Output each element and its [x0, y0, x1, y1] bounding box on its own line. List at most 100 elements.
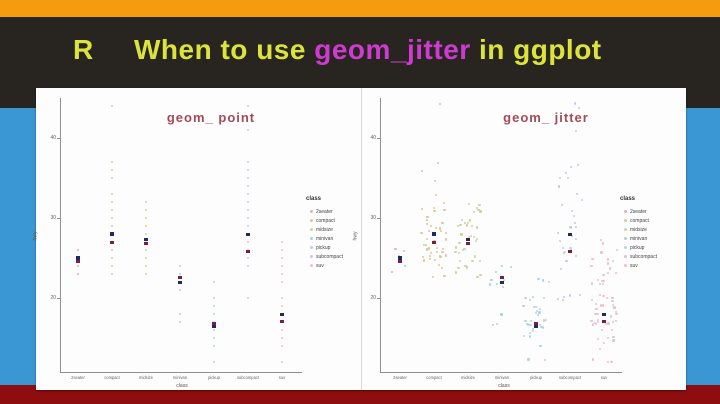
legend-key-icon — [310, 210, 313, 214]
data-point — [247, 225, 250, 228]
legend-item-midsize: midsize — [624, 227, 647, 233]
data-point — [601, 304, 604, 307]
y-tick-40: 40 — [50, 135, 56, 141]
data-point — [77, 273, 80, 276]
x-tick-compact: compact — [104, 375, 120, 381]
data-point — [423, 259, 426, 262]
data-point — [454, 271, 457, 274]
y-axis-line — [60, 98, 61, 372]
data-point — [247, 169, 250, 172]
data-point — [595, 307, 598, 311]
data-point — [457, 251, 460, 254]
data-point — [528, 299, 531, 302]
data-point — [562, 246, 565, 249]
median-point-maroon — [246, 249, 250, 254]
median-point-navy — [212, 325, 216, 329]
data-point — [433, 209, 436, 212]
median-point-maroon — [466, 241, 470, 246]
legend-key-icon — [624, 264, 627, 268]
data-point — [464, 264, 467, 267]
data-point — [535, 310, 538, 313]
data-point — [564, 251, 567, 254]
data-point — [425, 243, 428, 246]
data-point — [561, 298, 565, 302]
data-point — [557, 185, 561, 188]
data-point — [610, 296, 614, 299]
data-point — [612, 296, 615, 299]
data-point — [281, 337, 284, 340]
data-point — [111, 161, 114, 164]
data-point — [468, 219, 471, 222]
data-point — [613, 306, 616, 309]
data-point — [281, 297, 284, 300]
x-axis-label: class — [176, 383, 188, 389]
data-point — [599, 282, 602, 286]
data-point — [606, 337, 609, 340]
plot-title-geom-jitter: geom_ jitter — [503, 110, 589, 125]
data-point — [426, 223, 429, 226]
data-point — [455, 251, 458, 254]
data-point — [281, 265, 284, 268]
data-point — [591, 257, 594, 260]
data-point — [213, 305, 216, 308]
data-point — [441, 222, 444, 225]
data-point — [539, 344, 542, 347]
data-point — [111, 177, 114, 180]
data-point — [179, 313, 182, 316]
data-point — [445, 238, 448, 241]
data-point — [573, 222, 577, 225]
data-point — [433, 258, 436, 261]
data-point — [569, 226, 572, 229]
data-point — [590, 265, 593, 268]
data-point — [247, 185, 250, 188]
data-point — [467, 235, 470, 238]
data-point — [532, 305, 536, 308]
data-point — [213, 297, 216, 300]
y-tick-mark — [57, 298, 60, 299]
data-point — [281, 257, 284, 260]
data-point — [394, 248, 397, 251]
data-point — [247, 201, 250, 204]
data-point — [590, 282, 593, 285]
data-point — [421, 208, 424, 211]
data-point — [247, 105, 250, 108]
data-point — [524, 296, 527, 300]
data-point — [179, 321, 182, 324]
data-point — [442, 202, 445, 205]
data-point — [556, 298, 559, 301]
data-point — [435, 226, 438, 230]
data-point — [503, 278, 506, 282]
data-point — [612, 339, 615, 342]
data-point — [531, 295, 534, 298]
median-point-maroon — [76, 259, 80, 263]
data-point — [465, 266, 469, 269]
data-point — [145, 233, 148, 236]
data-point — [247, 129, 250, 132]
data-point — [608, 267, 612, 270]
x-tick-pickup: pickup — [208, 375, 220, 381]
data-point — [615, 249, 619, 252]
median-point-maroon — [280, 319, 284, 323]
y-tick-20: 20 — [50, 295, 56, 301]
data-point — [500, 313, 503, 316]
legend-key-icon — [624, 255, 627, 259]
data-point — [575, 192, 579, 195]
data-point — [599, 238, 602, 241]
x-tick-midsize: midsize — [139, 375, 153, 381]
data-point — [111, 257, 114, 260]
data-point — [179, 265, 182, 268]
y-axis-label: hwy — [32, 231, 39, 241]
data-point — [475, 238, 478, 241]
data-point — [610, 315, 613, 318]
data-point — [431, 275, 434, 279]
data-point — [281, 329, 284, 332]
legend-item-2seater: 2seater — [624, 209, 647, 215]
data-point — [561, 203, 564, 206]
data-point — [575, 254, 578, 257]
legend-item-2seater: 2seater — [310, 209, 333, 215]
x-tick-2seater: 2seater — [393, 375, 407, 381]
data-point — [602, 282, 605, 285]
y-tick-mark — [377, 298, 380, 299]
data-point — [402, 250, 405, 253]
data-point — [593, 312, 597, 316]
